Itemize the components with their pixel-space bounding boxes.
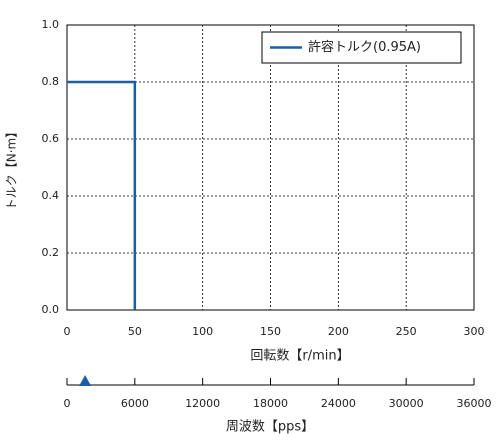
x2-marker — [79, 375, 92, 386]
y-tick-label: 0.4 — [42, 189, 60, 202]
x2-tick-label: 24000 — [321, 397, 356, 410]
x2-axis-title: 周波数【pps】 — [226, 420, 314, 435]
x-tick-label: 0 — [64, 325, 71, 338]
line — [67, 80, 137, 310]
x2-tick-label: 6000 — [121, 397, 149, 410]
x-tick-label: 100 — [192, 325, 213, 338]
x-tick-label: 200 — [328, 325, 349, 338]
plot-frame — [66, 24, 475, 311]
x2-tick-label: 36000 — [457, 397, 492, 410]
x2-tick-label: 0 — [64, 397, 71, 410]
legend-label: 許容トルク(0.95A) — [308, 39, 421, 55]
y-tick-label: 0.0 — [42, 303, 60, 316]
x-tick-label: 250 — [396, 325, 417, 338]
x-axis-title: 回転数【r/min】 — [250, 349, 349, 364]
y-tick-label: 1.0 — [42, 18, 60, 31]
x2-tick-label: 18000 — [253, 397, 288, 410]
x-tick-label: 50 — [128, 325, 142, 338]
y-tick-label: 0.6 — [42, 132, 60, 145]
x-tick-label: 300 — [464, 325, 485, 338]
x2-tick-label: 30000 — [389, 397, 424, 410]
y-tick-label: 0.8 — [42, 75, 60, 88]
x-tick-label: 150 — [260, 325, 281, 338]
x2-tick-label: 12000 — [185, 397, 220, 410]
y-tick-label: 0.2 — [42, 246, 60, 259]
y-axis-title: トルク【N·m】 — [5, 126, 19, 210]
